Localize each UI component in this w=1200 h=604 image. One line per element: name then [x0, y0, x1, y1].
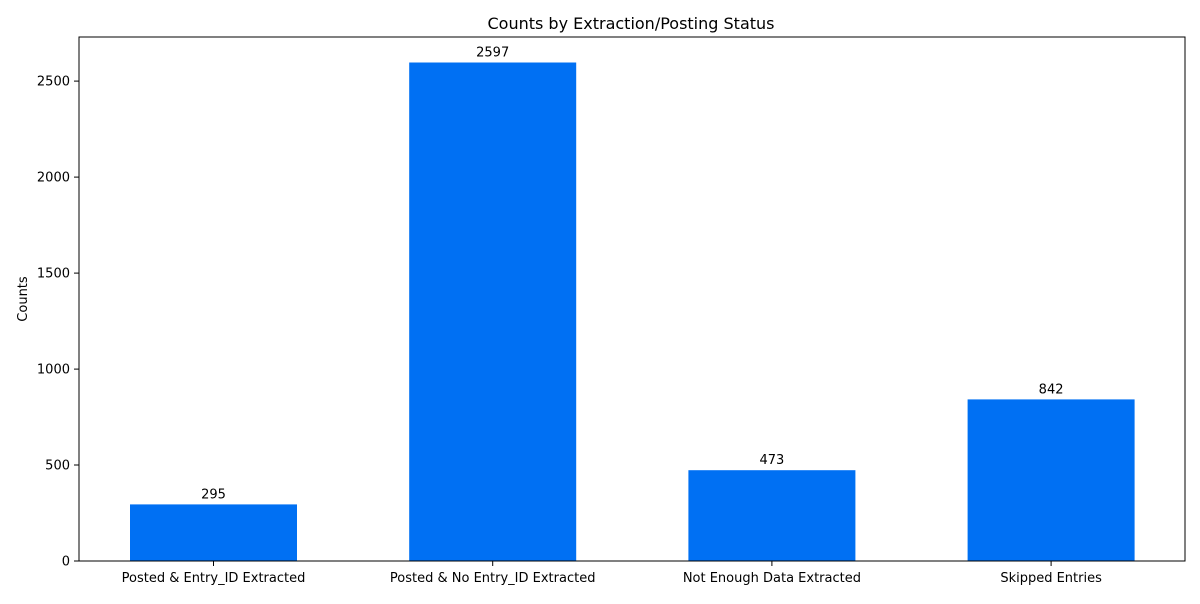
bar-value-label: 2597 [476, 46, 509, 61]
bar-value-label: 842 [1039, 382, 1064, 397]
plot-area: 295 Posted & Entry_ID Extracted 2597 Posted… [37, 36, 1186, 586]
y-axis-label: Counts [16, 276, 31, 322]
bar-value-label: 295 [201, 487, 226, 502]
bar [409, 62, 577, 561]
y-tick-label: 1000 [37, 363, 70, 378]
x-tick-label: Not Enough Data Extracted [683, 571, 861, 586]
x-tick-label: Posted & No Entry_ID Extracted [390, 571, 596, 586]
bar [688, 470, 856, 561]
bar [130, 504, 297, 561]
axes-frame [78, 36, 1186, 562]
y-tick-label: 2500 [37, 75, 70, 90]
x-tick-label: Posted & Entry_ID Extracted [122, 571, 306, 586]
x-tick-label: Skipped Entries [1000, 571, 1102, 586]
y-tick-label: 500 [45, 459, 70, 474]
bar-value-label: 473 [759, 453, 784, 468]
y-tick-label: 2000 [37, 171, 70, 186]
y-tick-label: 1500 [37, 267, 70, 282]
chart-title: Counts by Extraction/Posting Status [487, 14, 774, 33]
bar [967, 399, 1135, 561]
y-tick-label: 0 [62, 555, 70, 570]
